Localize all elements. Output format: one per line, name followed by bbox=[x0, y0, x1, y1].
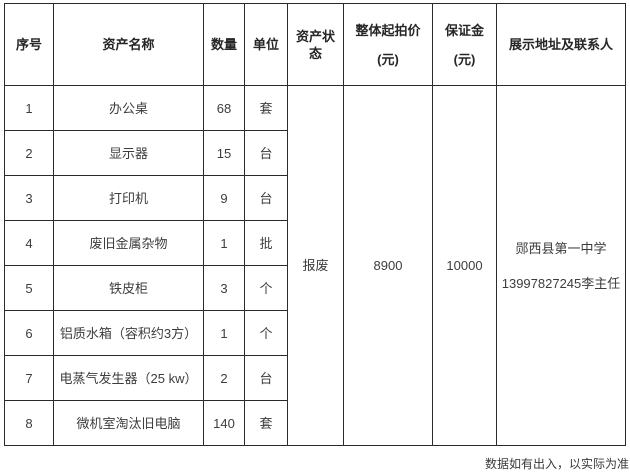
quantity-cell: 3 bbox=[203, 265, 245, 311]
quantity-cell: 140 bbox=[203, 400, 245, 446]
unit-cell: 套 bbox=[244, 85, 288, 131]
asset-name-cell: 打印机 bbox=[53, 175, 204, 221]
asset-name-cell: 废旧金属杂物 bbox=[53, 220, 204, 266]
asset-auction-table: 序号 资产名称 数量 单位 资产状态 整体起拍价 (元) 保证金 (元) 展示地… bbox=[4, 3, 626, 446]
unit-cell: 台 bbox=[244, 130, 288, 176]
quantity-cell: 9 bbox=[203, 175, 245, 221]
quantity-cell: 68 bbox=[203, 85, 245, 131]
header-deposit-line1: 保证金 bbox=[444, 22, 484, 38]
unit-cell: 个 bbox=[244, 310, 288, 356]
status-merged-cell: 报废 bbox=[287, 85, 344, 446]
table-header-row: 序号 资产名称 数量 单位 资产状态 整体起拍价 (元) 保证金 (元) 展示地… bbox=[4, 3, 626, 86]
table-row: 4 废旧金属杂物 1 批 bbox=[4, 220, 626, 266]
header-starting-price-unit: (元) bbox=[377, 51, 399, 67]
contact-phone-person: 13997827245李主任 bbox=[501, 275, 621, 291]
table-row: 2 显示器 15 台 bbox=[4, 130, 626, 176]
header-address-contact: 展示地址及联系人 bbox=[496, 3, 626, 86]
serial-cell: 4 bbox=[4, 220, 54, 266]
starting-price-merged-cell: 8900 bbox=[343, 85, 433, 446]
header-quantity: 数量 bbox=[203, 3, 245, 86]
header-deposit-unit: (元) bbox=[453, 51, 476, 67]
serial-cell: 1 bbox=[4, 85, 54, 131]
header-asset-name: 资产名称 bbox=[53, 3, 204, 86]
header-deposit: 保证金 (元) bbox=[432, 3, 497, 86]
unit-cell: 台 bbox=[244, 355, 288, 401]
contact-merged-cell: 郧西县第一中学 13997827245李主任 bbox=[496, 85, 626, 446]
table-row: 3 打印机 9 台 bbox=[4, 175, 626, 221]
unit-cell: 套 bbox=[244, 400, 288, 446]
table-row: 8 微机室淘汰旧电脑 140 套 bbox=[4, 400, 626, 446]
unit-cell: 台 bbox=[244, 175, 288, 221]
asset-name-cell: 显示器 bbox=[53, 130, 204, 176]
quantity-cell: 1 bbox=[203, 310, 245, 356]
header-asset-status: 资产状态 bbox=[287, 3, 344, 86]
asset-name-cell: 铁皮柜 bbox=[53, 265, 204, 311]
quantity-cell: 1 bbox=[203, 220, 245, 266]
serial-cell: 2 bbox=[4, 130, 54, 176]
data-disclaimer-note: 数据如有出入，以实际为准 bbox=[484, 457, 629, 471]
header-unit: 单位 bbox=[244, 3, 288, 86]
table-row: 1 办公桌 68 套 报废 8900 10000 郧西县第一中学 1399782… bbox=[4, 85, 626, 446]
asset-name-cell: 铝质水箱（容积约3方） bbox=[53, 310, 204, 356]
deposit-merged-cell: 10000 bbox=[432, 85, 497, 446]
serial-cell: 6 bbox=[4, 310, 54, 356]
table-row: 7 电蒸气发生器（25 kw） 2 台 bbox=[4, 355, 626, 401]
serial-cell: 8 bbox=[4, 400, 54, 446]
unit-cell: 批 bbox=[244, 220, 288, 266]
table-row: 6 铝质水箱（容积约3方） 1 个 bbox=[4, 310, 626, 356]
table-row: 5 铁皮柜 3 个 bbox=[4, 265, 626, 311]
contact-address: 郧西县第一中学 bbox=[515, 240, 607, 256]
serial-cell: 5 bbox=[4, 265, 54, 311]
quantity-cell: 2 bbox=[203, 355, 245, 401]
asset-name-cell: 办公桌 bbox=[53, 85, 204, 131]
serial-cell: 7 bbox=[4, 355, 54, 401]
quantity-cell: 15 bbox=[203, 130, 245, 176]
asset-name-cell: 微机室淘汰旧电脑 bbox=[53, 400, 204, 446]
header-serial-number: 序号 bbox=[4, 3, 54, 86]
unit-cell: 个 bbox=[244, 265, 288, 311]
asset-name-cell: 电蒸气发生器（25 kw） bbox=[53, 355, 204, 401]
serial-cell: 3 bbox=[4, 175, 54, 221]
header-starting-price: 整体起拍价 (元) bbox=[343, 3, 433, 86]
header-starting-price-line1: 整体起拍价 bbox=[355, 22, 421, 38]
